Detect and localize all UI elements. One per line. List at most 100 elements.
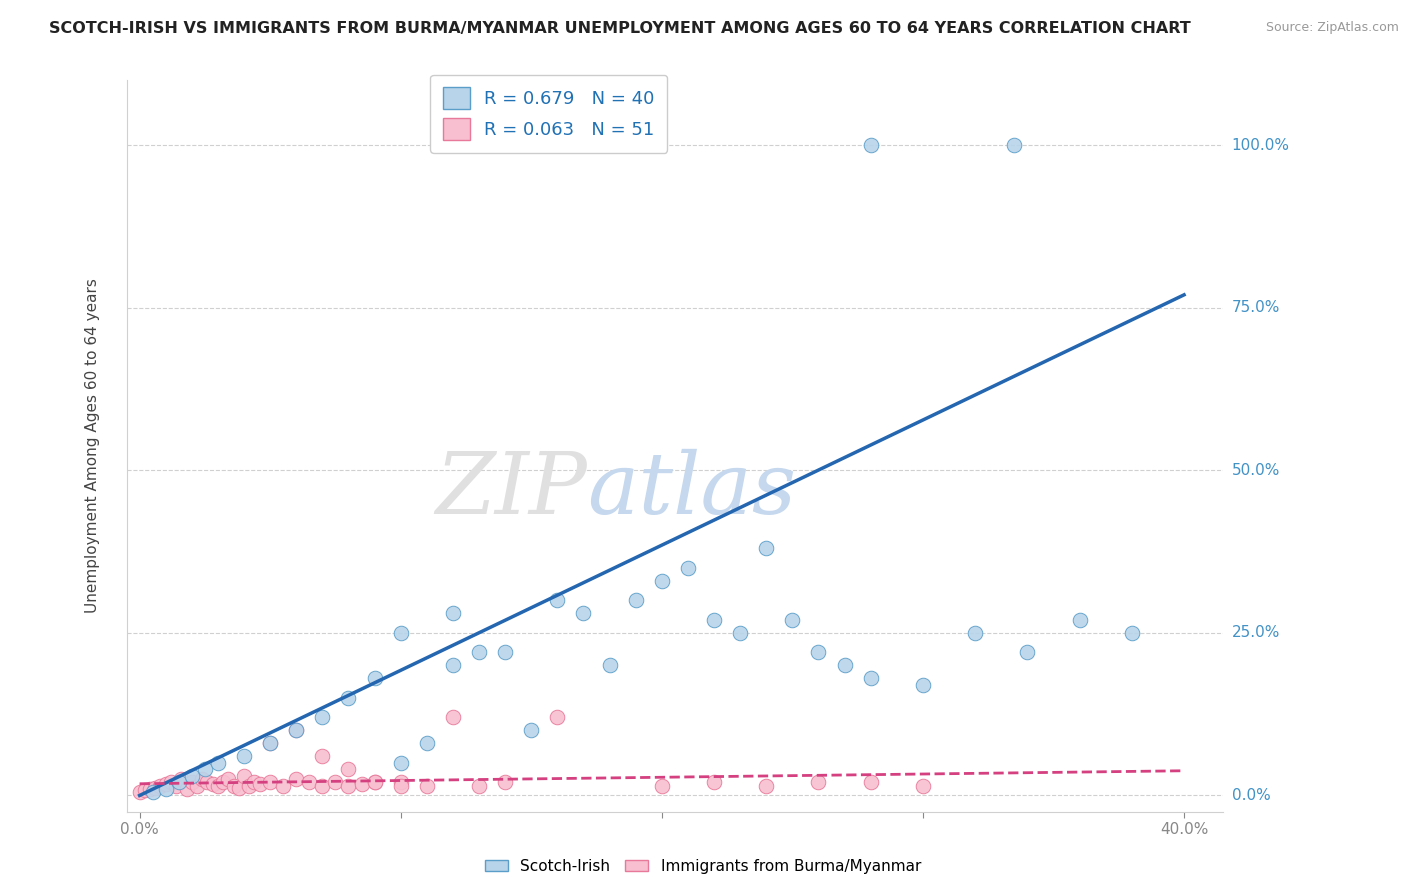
Point <box>259 736 281 750</box>
Point <box>142 785 165 799</box>
Point <box>599 658 621 673</box>
Point <box>441 607 464 621</box>
Point <box>572 607 595 621</box>
Point <box>468 779 491 793</box>
Point <box>416 736 439 750</box>
Point <box>233 769 256 783</box>
Point <box>416 779 439 793</box>
Text: 0.0%: 0.0% <box>1232 788 1270 803</box>
Point <box>217 772 239 787</box>
Text: 25.0%: 25.0% <box>1232 625 1279 640</box>
Point <box>298 775 321 789</box>
Point <box>139 781 162 796</box>
Point <box>755 779 778 793</box>
Point <box>834 658 856 673</box>
Point <box>624 593 647 607</box>
Point <box>285 723 308 738</box>
Point <box>259 775 281 789</box>
Point <box>311 779 333 793</box>
Text: SCOTCH-IRISH VS IMMIGRANTS FROM BURMA/MYANMAR UNEMPLOYMENT AMONG AGES 60 TO 64 Y: SCOTCH-IRISH VS IMMIGRANTS FROM BURMA/MY… <box>49 21 1191 37</box>
Point <box>165 779 187 793</box>
Point <box>243 775 266 789</box>
Point <box>911 779 934 793</box>
Point <box>859 775 882 789</box>
Point <box>546 710 568 724</box>
Point <box>212 775 235 789</box>
Point <box>389 756 412 770</box>
Point <box>965 626 987 640</box>
Point <box>325 775 347 789</box>
Point <box>494 775 516 789</box>
Point <box>651 574 673 588</box>
Point <box>676 561 699 575</box>
Point <box>207 779 229 793</box>
Point <box>441 658 464 673</box>
Point <box>180 769 202 783</box>
Point <box>859 672 882 686</box>
Point <box>1017 645 1039 659</box>
Point <box>311 749 333 764</box>
Point <box>143 780 166 795</box>
Point <box>520 723 543 738</box>
Text: 75.0%: 75.0% <box>1232 301 1279 316</box>
Point <box>128 785 150 799</box>
Point <box>859 138 882 153</box>
Point <box>238 779 260 793</box>
Point <box>233 749 256 764</box>
Point <box>207 756 229 770</box>
Point <box>350 777 373 791</box>
Point <box>180 775 202 789</box>
Point <box>197 775 219 789</box>
Point <box>228 780 250 795</box>
Point <box>259 736 281 750</box>
Text: ZIP: ZIP <box>436 449 588 532</box>
Point <box>191 772 214 787</box>
Point <box>222 779 245 793</box>
Point <box>494 645 516 659</box>
Point <box>337 779 360 793</box>
Point <box>311 710 333 724</box>
Point <box>363 775 385 789</box>
Point <box>363 775 385 789</box>
Point <box>468 645 491 659</box>
Legend: Scotch-Irish, Immigrants from Burma/Myanmar: Scotch-Irish, Immigrants from Burma/Myan… <box>479 853 927 880</box>
Point <box>337 690 360 705</box>
Point <box>176 781 198 796</box>
Point <box>755 541 778 556</box>
Point <box>363 672 385 686</box>
Point <box>134 783 156 797</box>
Point <box>155 781 177 796</box>
Point <box>186 779 208 793</box>
Legend: R = 0.679   N = 40, R = 0.063   N = 51: R = 0.679 N = 40, R = 0.063 N = 51 <box>430 75 668 153</box>
Point <box>546 593 568 607</box>
Point <box>651 779 673 793</box>
Point <box>1002 138 1025 153</box>
Point <box>703 775 725 789</box>
Point <box>155 777 177 791</box>
Point <box>389 775 412 789</box>
Text: 50.0%: 50.0% <box>1232 463 1279 478</box>
Point <box>389 779 412 793</box>
Point <box>170 772 193 787</box>
Point <box>1121 626 1143 640</box>
Point <box>703 613 725 627</box>
Point <box>167 775 190 789</box>
Point <box>149 779 172 793</box>
Point <box>782 613 804 627</box>
Point <box>201 777 224 791</box>
Point <box>728 626 751 640</box>
Text: atlas: atlas <box>588 449 796 532</box>
Point <box>271 779 294 793</box>
Point <box>807 775 830 789</box>
Point <box>160 775 183 789</box>
Point <box>389 626 412 640</box>
Point <box>911 678 934 692</box>
Point <box>194 763 217 777</box>
Y-axis label: Unemployment Among Ages 60 to 64 years: Unemployment Among Ages 60 to 64 years <box>86 278 100 614</box>
Point <box>285 772 308 787</box>
Text: 100.0%: 100.0% <box>1232 137 1289 153</box>
Point <box>337 763 360 777</box>
Point <box>807 645 830 659</box>
Point <box>285 723 308 738</box>
Text: Source: ZipAtlas.com: Source: ZipAtlas.com <box>1265 21 1399 35</box>
